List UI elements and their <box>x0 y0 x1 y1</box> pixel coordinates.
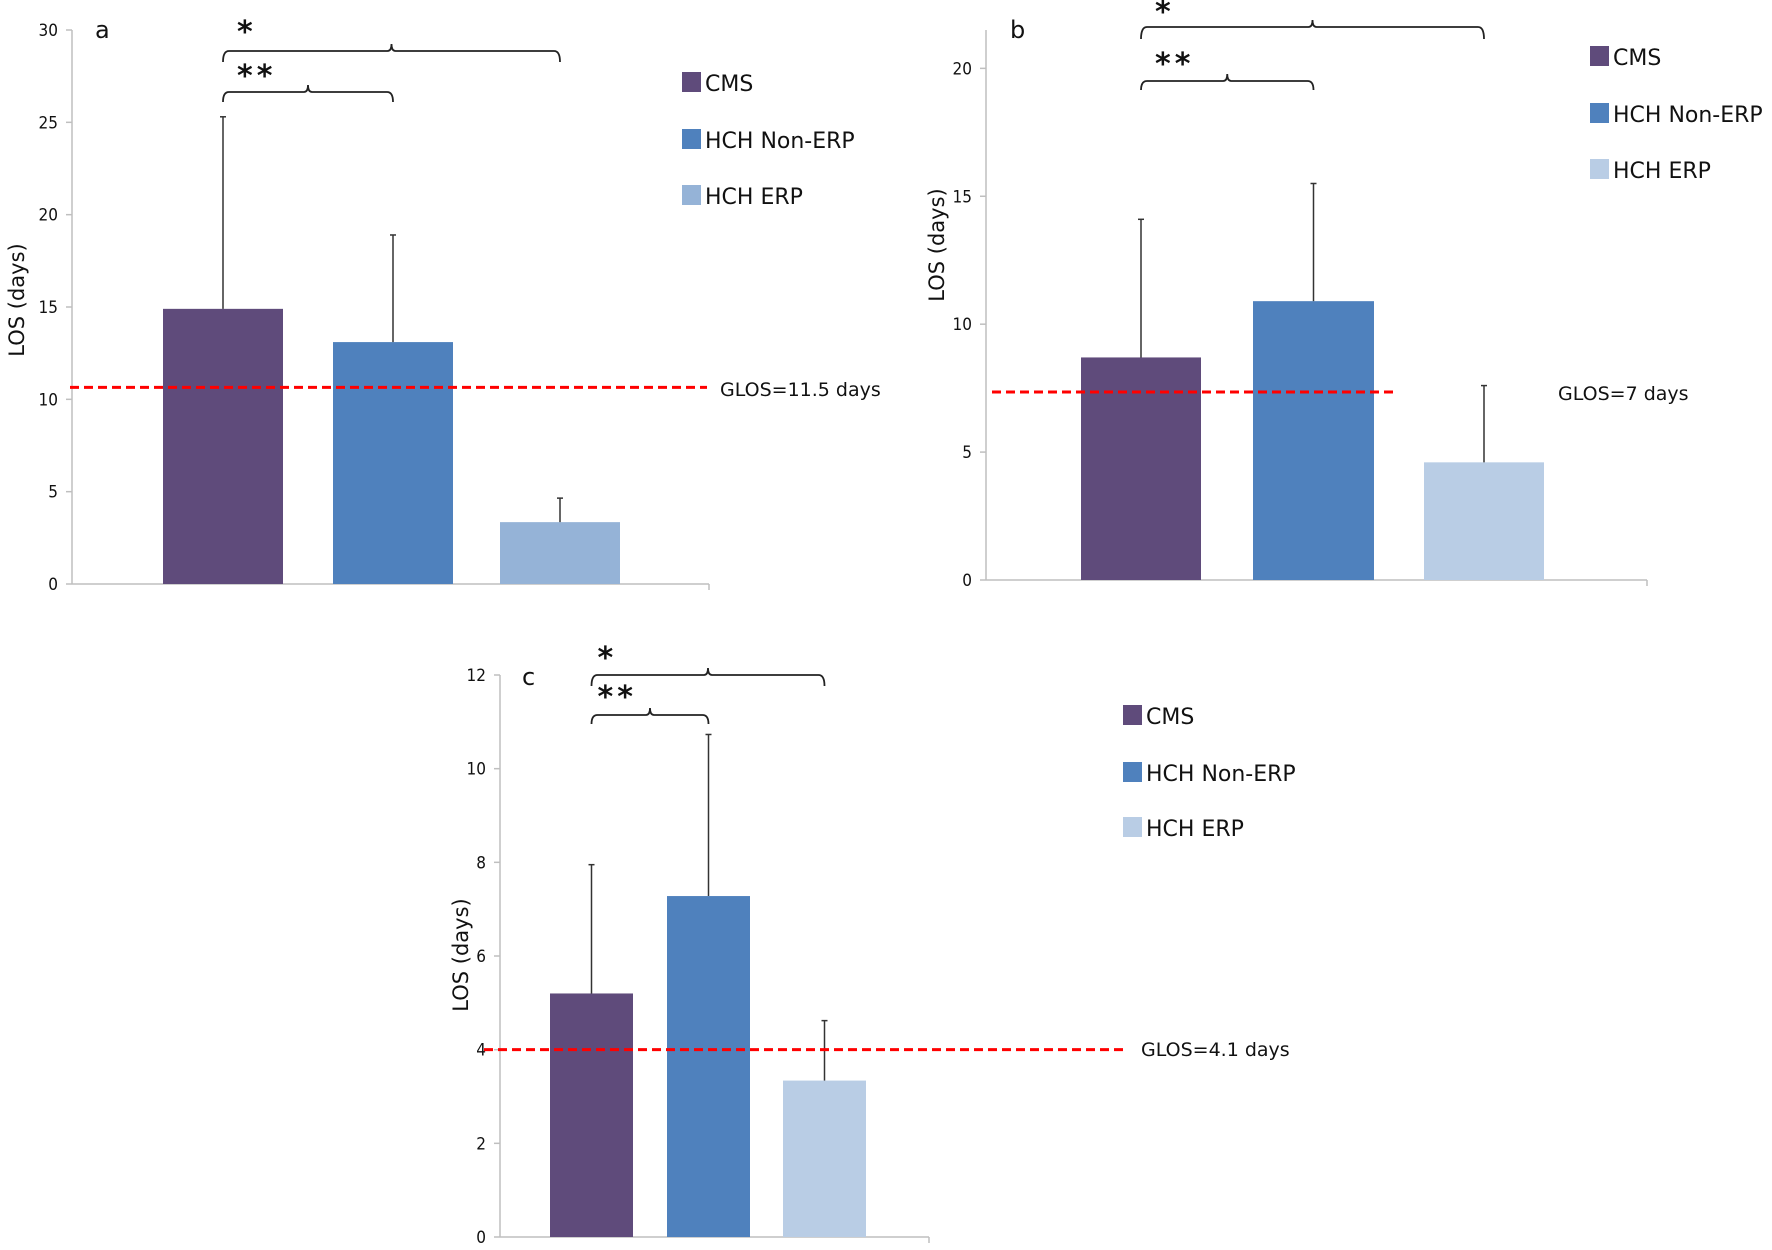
bar-hch-erp <box>783 1080 866 1237</box>
significance-marker: * <box>598 641 618 676</box>
reference-line-label: GLOS=4.1 days <box>1141 1039 1290 1061</box>
y-tick-label: 12 <box>467 666 486 686</box>
y-tick-label: 20 <box>39 206 58 226</box>
legend-label: HCH Non-ERP <box>705 129 855 154</box>
legend-label: CMS <box>705 72 753 97</box>
y-tick-label: 0 <box>962 571 972 591</box>
y-tick-label: 6 <box>476 947 486 967</box>
legend-swatch-hch-erp <box>1590 159 1609 179</box>
legend-swatch-cms <box>682 72 701 92</box>
bar-hch-non-erp <box>667 896 750 1237</box>
significance-bracket <box>222 84 394 103</box>
significance-marker: * <box>1155 0 1175 30</box>
significance-bracket <box>590 667 826 687</box>
y-tick-label: 8 <box>476 853 486 873</box>
bar-hch-non-erp <box>333 342 453 584</box>
significance-bracket <box>222 43 561 63</box>
legend-swatch-cms <box>1123 705 1142 725</box>
legend-swatch-hch-non-erp <box>682 129 701 149</box>
legend-label: HCH Non-ERP <box>1613 103 1763 128</box>
legend-swatch-hch-non-erp <box>1123 762 1142 782</box>
y-tick-label: 5 <box>962 443 972 463</box>
y-tick-label: 4 <box>476 1041 486 1061</box>
y-tick-label: 20 <box>953 59 972 79</box>
reference-line-label: GLOS=7 days <box>1558 383 1689 405</box>
significance-marker: ** <box>598 680 637 715</box>
y-tick-label: 15 <box>39 298 58 318</box>
significance-marker: ** <box>1155 47 1194 82</box>
bar-hch-erp <box>500 522 620 584</box>
significance-bracket <box>590 707 710 725</box>
bar-cms <box>163 308 283 584</box>
significance-marker: ** <box>237 59 276 94</box>
legend-label: HCH ERP <box>1613 159 1711 184</box>
legend-label: HCH Non-ERP <box>1146 762 1296 787</box>
legend-label: CMS <box>1146 705 1194 730</box>
y-tick-label: 10 <box>467 760 486 780</box>
significance-bracket <box>1140 19 1485 40</box>
legend-swatch-hch-erp <box>682 185 701 205</box>
panel-label: b <box>1010 16 1025 44</box>
significance-marker: * <box>237 15 257 50</box>
panel-label: c <box>522 663 535 691</box>
bar-cms <box>1081 357 1201 580</box>
y-tick-label: 30 <box>39 21 58 41</box>
y-axis-title: LOS (days) <box>925 188 949 301</box>
reference-line-label: GLOS=11.5 days <box>720 379 881 401</box>
bar-cms <box>550 993 633 1237</box>
y-tick-label: 10 <box>39 390 58 410</box>
y-tick-label: 0 <box>476 1228 486 1248</box>
legend-swatch-cms <box>1590 46 1609 66</box>
bar-hch-non-erp <box>1253 301 1374 580</box>
panel-label: a <box>95 16 110 44</box>
significance-bracket <box>1140 73 1315 91</box>
legend-label: CMS <box>1613 46 1661 71</box>
y-tick-label: 10 <box>953 315 972 335</box>
legend-swatch-hch-erp <box>1123 817 1142 837</box>
legend-swatch-hch-non-erp <box>1590 103 1609 123</box>
y-axis-title: LOS (days) <box>449 898 473 1011</box>
y-tick-label: 5 <box>48 483 58 503</box>
y-tick-label: 2 <box>476 1134 486 1154</box>
y-tick-label: 15 <box>953 187 972 207</box>
y-axis-title: LOS (days) <box>5 243 29 356</box>
legend-label: HCH ERP <box>705 185 803 210</box>
y-tick-label: 0 <box>48 575 58 595</box>
bar-hch-erp <box>1424 462 1544 580</box>
y-tick-label: 25 <box>39 113 58 133</box>
legend-label: HCH ERP <box>1146 817 1244 842</box>
